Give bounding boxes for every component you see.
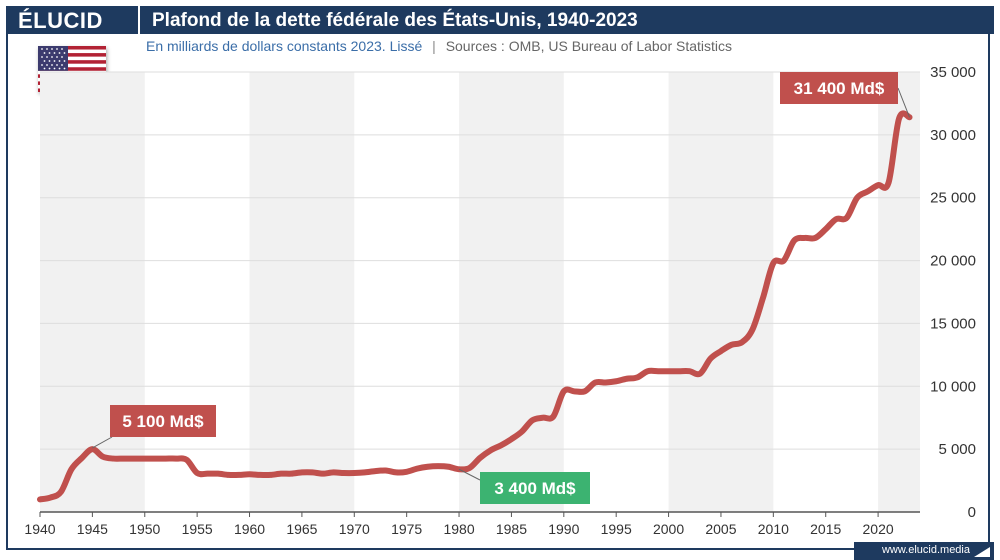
sources-text: Sources : OMB, US Bureau of Labor Statis… <box>445 38 733 54</box>
gridlines <box>40 71 920 450</box>
x-tick-label: 1985 <box>496 521 527 537</box>
x-tick-label: 2000 <box>653 521 684 537</box>
subtitle-row: En milliards de dollars constants 2023. … <box>146 38 732 54</box>
x-tick-label: 1995 <box>601 521 632 537</box>
chart-title: Plafond de la dette fédérale des États-U… <box>152 10 638 31</box>
x-tick-label: 2015 <box>810 521 841 537</box>
x-tick-label: 1990 <box>548 521 579 537</box>
debt-ceiling-line <box>37 110 913 503</box>
decade-band <box>459 72 564 512</box>
chart-subtitle: En milliards de dollars constants 2023. … <box>146 38 423 54</box>
y-tick-label: 10 000 <box>930 378 976 395</box>
y-tick-label: 20 000 <box>930 253 976 270</box>
callout-leader <box>92 436 113 449</box>
callout-label: 5 100 Md$ <box>122 412 204 431</box>
x-tick-label: 1950 <box>129 521 160 537</box>
callout-label: 3 400 Md$ <box>494 479 576 498</box>
x-tick-labels: 1940 1945 1950 1955 1960 1965 1970 1975 1980 1985… <box>24 521 893 537</box>
y-tick-label: 30 000 <box>930 127 976 144</box>
subtitle-divider: | <box>432 38 436 54</box>
y-tick-labels: 0 5 000 10 000 15 000 20 000 25 000 30 000 35 0… <box>930 64 976 521</box>
watermark-text: www.elucid.media <box>881 544 970 556</box>
x-tick-label: 1970 <box>339 521 370 537</box>
y-tick-label: 35 000 <box>930 64 976 81</box>
x-tick-label: 1975 <box>391 521 422 537</box>
callout-leader <box>458 468 481 481</box>
decade-band <box>40 72 145 512</box>
y-tick-label: 25 000 <box>930 190 976 207</box>
y-tick-label: 5 000 <box>938 441 976 458</box>
callouts: 5 100 Md$ 3 400 Md$ 31 400 Md$ <box>92 72 910 504</box>
decade-band <box>249 72 355 512</box>
decade-band <box>668 72 774 512</box>
y-tick-label: 15 000 <box>930 315 976 332</box>
x-tick-label: 2020 <box>863 521 894 537</box>
series-layer <box>37 110 913 503</box>
decade-band <box>878 72 920 512</box>
callout-leader <box>897 87 910 118</box>
x-tick-label: 2005 <box>705 521 736 537</box>
x-tick-label: 1945 <box>77 521 108 537</box>
watermark-mark-icon <box>974 547 990 557</box>
callout-box <box>780 72 898 104</box>
x-tick-label: 1980 <box>443 521 474 537</box>
y-tick-label: 0 <box>968 504 976 521</box>
x-tick-label: 1940 <box>24 521 55 537</box>
callout-box <box>480 472 590 504</box>
background-bands <box>40 72 920 512</box>
callout-box <box>110 405 216 437</box>
x-tick-label: 2010 <box>758 521 789 537</box>
x-axis <box>39 511 920 517</box>
brand-logo: ÉLUCID <box>18 8 103 33</box>
x-tick-label: 1965 <box>286 521 317 537</box>
header-separator <box>138 6 140 34</box>
x-tick-label: 1955 <box>182 521 213 537</box>
header-bar: ÉLUCID Plafond de la dette fédérale des … <box>6 6 994 34</box>
watermark-background <box>854 542 994 560</box>
x-tick-label: 1960 <box>234 521 265 537</box>
callout-label: 31 400 Md$ <box>794 79 885 98</box>
